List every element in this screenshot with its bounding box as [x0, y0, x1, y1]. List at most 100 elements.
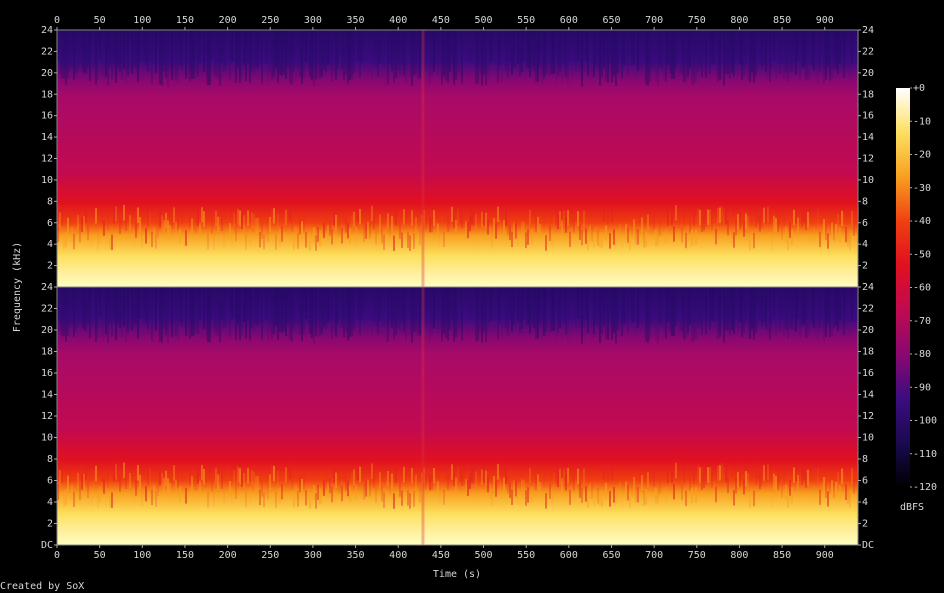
texture	[749, 287, 751, 340]
texture	[761, 212, 763, 229]
texture	[735, 477, 737, 494]
texture	[785, 484, 787, 501]
texture	[673, 226, 675, 242]
texture	[189, 287, 191, 339]
texture	[815, 287, 817, 335]
texture	[95, 465, 97, 482]
texture	[563, 468, 565, 484]
texture	[837, 30, 839, 74]
texture	[373, 287, 375, 323]
texture	[637, 486, 639, 503]
texture	[533, 475, 535, 492]
texture	[697, 464, 699, 481]
texture	[853, 478, 855, 494]
y-tick-label: 14	[862, 132, 874, 143]
texture	[101, 287, 103, 336]
texture	[357, 206, 359, 223]
texture	[439, 488, 441, 503]
y-tick-label: 4	[47, 497, 53, 508]
texture	[243, 287, 245, 323]
y-tick-label: 12	[41, 154, 53, 165]
texture	[281, 287, 283, 333]
texture	[739, 471, 741, 487]
texture	[399, 481, 401, 497]
texture	[157, 222, 159, 239]
texture	[489, 30, 491, 65]
texture	[645, 489, 647, 505]
texture	[581, 229, 583, 246]
texture	[199, 223, 201, 239]
texture	[463, 213, 465, 229]
texture	[145, 485, 147, 502]
texture	[667, 468, 669, 484]
texture	[389, 287, 391, 322]
texture	[419, 30, 421, 79]
texture	[389, 221, 391, 238]
texture	[685, 287, 687, 340]
texture	[247, 287, 249, 319]
texture	[777, 30, 779, 73]
texture	[453, 470, 455, 487]
texture	[81, 216, 83, 233]
texture	[655, 30, 657, 84]
texture	[147, 30, 149, 72]
texture	[235, 30, 237, 83]
texture	[387, 471, 389, 487]
texture	[107, 472, 109, 488]
texture	[445, 206, 447, 222]
texture	[283, 472, 285, 487]
texture	[755, 469, 757, 485]
texture	[659, 478, 661, 494]
texture	[499, 30, 501, 66]
texture	[499, 219, 501, 236]
texture	[325, 30, 327, 73]
texture	[635, 30, 637, 80]
texture	[445, 463, 447, 480]
texture	[257, 217, 259, 234]
texture	[369, 30, 371, 65]
texture	[253, 30, 255, 74]
texture	[589, 482, 591, 499]
texture	[465, 30, 467, 62]
texture	[681, 226, 683, 243]
texture	[543, 472, 545, 489]
texture	[543, 215, 545, 231]
texture	[673, 287, 675, 336]
texture	[135, 30, 137, 67]
texture	[579, 30, 581, 71]
texture	[139, 474, 141, 491]
texture	[825, 30, 827, 80]
texture	[501, 30, 503, 83]
texture	[541, 469, 543, 486]
texture	[501, 463, 503, 479]
texture	[807, 469, 809, 486]
texture	[701, 216, 703, 233]
texture	[359, 466, 361, 483]
texture	[835, 224, 837, 240]
texture	[255, 287, 257, 325]
texture	[179, 287, 181, 323]
texture	[153, 30, 155, 66]
texture	[441, 287, 443, 342]
texture	[793, 209, 795, 226]
texture	[561, 220, 563, 236]
texture	[679, 287, 681, 331]
texture	[81, 474, 83, 490]
texture	[425, 473, 427, 490]
texture	[385, 30, 387, 86]
colorbar-label: dBFS	[900, 502, 924, 513]
texture	[569, 231, 571, 248]
texture	[315, 493, 317, 509]
texture	[185, 488, 187, 504]
texture	[187, 490, 189, 505]
texture	[599, 287, 601, 343]
texture	[79, 226, 81, 243]
texture	[541, 212, 543, 228]
texture	[355, 484, 357, 500]
x-tick-label: 500	[474, 550, 492, 561]
texture	[153, 484, 155, 501]
texture	[673, 483, 675, 500]
texture	[193, 217, 195, 232]
texture	[195, 217, 197, 234]
texture	[559, 211, 561, 227]
